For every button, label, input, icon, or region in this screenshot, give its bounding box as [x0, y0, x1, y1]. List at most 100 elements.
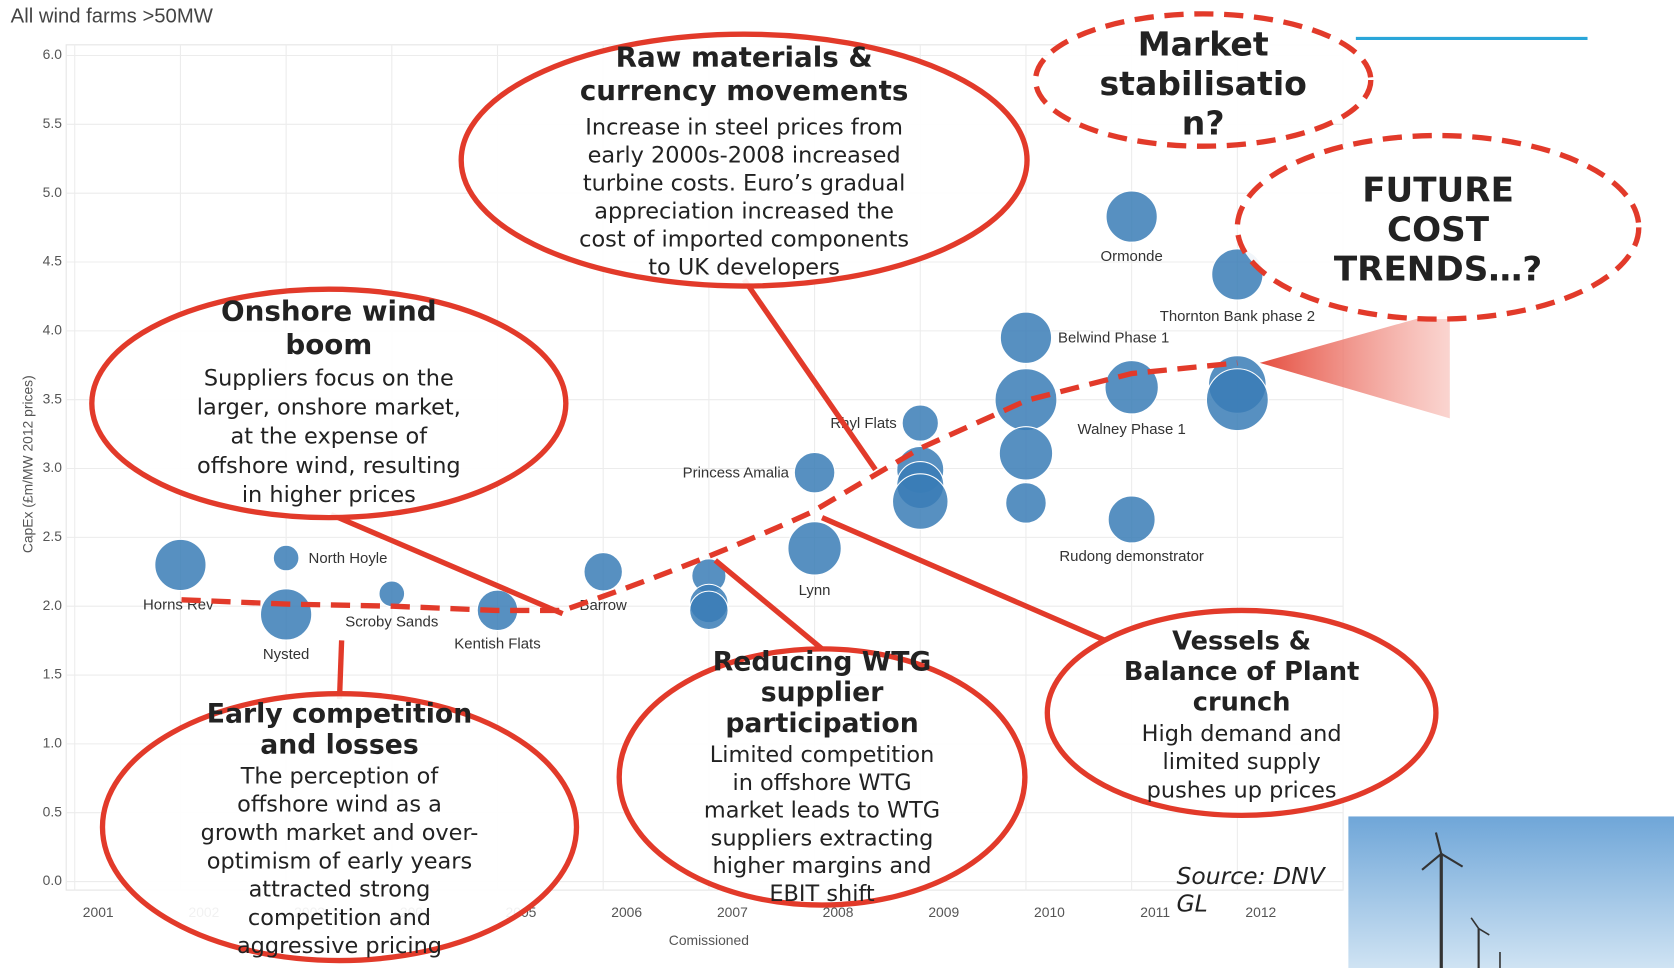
callout-body: appreciation increased the: [594, 198, 894, 224]
callout-body: growth market and over-: [201, 820, 479, 846]
callout-body: Increase in steel prices from: [585, 115, 903, 141]
point-label: Rudong demonstrator: [1059, 548, 1204, 565]
point-label: Thornton Bank phase 2: [1160, 308, 1315, 325]
bubble: [272, 544, 300, 572]
y-tick-label: 0.5: [43, 803, 63, 819]
chart-title: All wind farms >50MW: [11, 5, 214, 27]
turbine: [1421, 852, 1442, 871]
callout-body: offshore wind as a: [237, 792, 442, 818]
point-label: Ormonde: [1101, 248, 1163, 265]
callout-title: supplier: [761, 677, 884, 708]
bubble: [787, 521, 842, 576]
trend-line: [181, 360, 1238, 614]
connector: [329, 511, 564, 617]
connector: [820, 515, 1107, 643]
y-tick-label: 3.5: [43, 390, 63, 406]
y-tick-label: 1.0: [43, 735, 63, 751]
callout-body: competition and: [248, 905, 431, 931]
callout-title: Onshore wind: [221, 295, 437, 328]
bubble: [1005, 482, 1047, 524]
bubble: [583, 552, 623, 592]
callout-body: suppliers extracting: [711, 825, 934, 851]
callout-title: TRENDS…?: [1334, 250, 1542, 290]
y-tick-label: 1.5: [43, 666, 63, 682]
callout-body: to UK developers: [648, 254, 840, 280]
point-label: Belwind Phase 1: [1058, 330, 1169, 347]
y-tick-label: 0.0: [43, 872, 63, 888]
x-tick-label: 2008: [823, 904, 854, 920]
callout-title: participation: [725, 708, 918, 739]
callout-title: Vessels &: [1172, 626, 1311, 656]
point-label: Walney Phase 1: [1078, 421, 1186, 438]
x-tick-label: 2007: [717, 904, 748, 920]
y-tick-label: 4.5: [43, 253, 63, 269]
callout-title: crunch: [1193, 687, 1291, 717]
callout-body: aggressive pricing: [237, 933, 442, 959]
point-label: Barrow: [580, 597, 628, 614]
y-tick-label: 4.0: [43, 322, 63, 338]
callout-body: market leads to WTG: [704, 798, 940, 824]
source-note: GL: [1176, 890, 1207, 918]
callout-title: Raw materials &: [616, 41, 873, 74]
callout-body: The perception of: [240, 763, 440, 789]
bubble: [998, 426, 1054, 481]
callout-title: Reducing WTG: [713, 646, 932, 677]
bubbles: [154, 190, 1269, 641]
point-label: Scroby Sands: [345, 614, 438, 631]
bubble: [1205, 368, 1269, 432]
bubble: [259, 588, 313, 641]
callout-body: in higher prices: [242, 482, 416, 508]
x-tick-label: 2009: [928, 904, 959, 920]
callout-body: early 2000s-2008 increased: [588, 143, 901, 169]
callout-ellipse: [1044, 607, 1439, 819]
photo: [1348, 816, 1674, 968]
callout-title: currency movements: [580, 74, 909, 107]
callout-title: Balance of Plant: [1124, 657, 1360, 687]
y-tick-label: 2.5: [43, 528, 63, 544]
callout-title: COST: [1387, 210, 1490, 250]
turbine: [1470, 917, 1480, 929]
connector: [336, 640, 345, 700]
turbine: [1434, 832, 1443, 855]
callout-body: High demand and: [1142, 721, 1342, 747]
y-tick-label: 5.0: [43, 184, 63, 200]
bubble: [1105, 190, 1158, 243]
y-axis-title: CapEx (£m/MW 2012 prices): [19, 375, 35, 553]
turbine: [1440, 852, 1464, 868]
bubble: [891, 473, 949, 530]
x-tick-label: 2011: [1140, 904, 1170, 920]
y-tick-label: 3.0: [43, 459, 63, 475]
bubble: [378, 580, 406, 608]
callout-body: limited supply: [1162, 749, 1320, 775]
callout-title: n?: [1182, 103, 1225, 142]
bubble: [901, 404, 939, 442]
point-label: Kentish Flats: [454, 635, 540, 652]
bubble: [1107, 495, 1156, 544]
callout-title: FUTURE: [1362, 171, 1514, 211]
x-tick-label: 2006: [611, 904, 642, 920]
bubble: [994, 368, 1058, 432]
callouts: Raw materials &currency movements Increas…: [197, 24, 1542, 959]
bubble: [1104, 360, 1159, 415]
callout-body: Suppliers focus on the: [204, 365, 454, 391]
point-label: Horns Rev: [143, 596, 214, 613]
point-label: Princess Amalia: [683, 465, 790, 482]
callout-body: optimism of early years: [207, 848, 472, 874]
connector: [741, 278, 878, 472]
callout-body: Limited competition: [710, 742, 935, 768]
callout-body: cost of imported components: [579, 226, 909, 252]
point-label: Nysted: [263, 646, 310, 663]
bubble: [999, 311, 1053, 364]
callout-ellipse: [99, 691, 580, 964]
callout-ellipse: [1234, 132, 1642, 322]
callout-title: boom: [285, 328, 372, 361]
callout-body: at the expense of: [231, 424, 429, 450]
y-tick-label: 6.0: [43, 46, 63, 62]
callout-body: in offshore WTG: [732, 770, 911, 796]
bubble: [154, 538, 207, 592]
callout-title: stabilisatio: [1099, 64, 1306, 103]
point-label: Lynn: [799, 582, 831, 599]
turbine: [1478, 927, 1490, 936]
